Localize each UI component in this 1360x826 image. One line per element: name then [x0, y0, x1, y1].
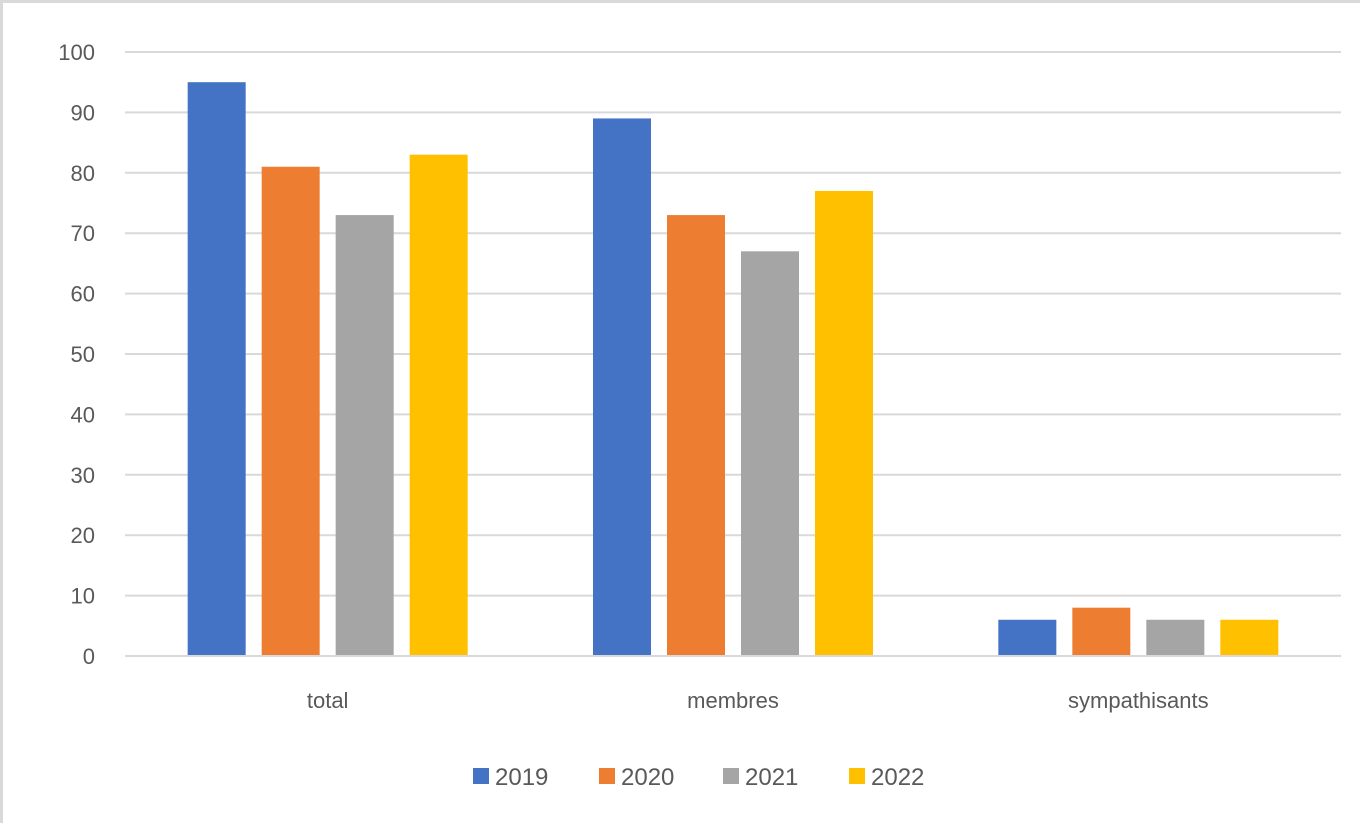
category-labels: total membres sympathisants	[307, 688, 1209, 713]
bar-total-2021	[335, 215, 394, 656]
y-tick-label: 40	[71, 402, 95, 427]
bar-membres-2019	[593, 118, 651, 656]
bar-membres-2022	[815, 190, 873, 657]
bars	[187, 82, 1279, 657]
bar-chart: 0 10 20 30 40 50 60 70 80 90 100 total membres sympa…	[58, 40, 1341, 791]
y-tick-label: 30	[71, 463, 95, 488]
y-tick-label: 90	[71, 100, 95, 125]
y-tick-label: 70	[71, 221, 95, 246]
category-label-membres: membres	[687, 688, 779, 713]
legend-swatch-2022	[849, 768, 865, 784]
y-tick-label: 80	[71, 161, 95, 186]
y-tick-label: 100	[58, 40, 95, 65]
y-tick-label: 60	[71, 282, 95, 307]
category-label-total: total	[307, 688, 349, 713]
y-tick-label: 50	[71, 342, 95, 367]
category-label-sympathisants: sympathisants	[1068, 688, 1209, 713]
bar-sympathisants-2022	[1220, 619, 1279, 656]
legend-swatch-2019	[473, 768, 489, 784]
y-axis-ticks: 0 10 20 30 40 50 60 70 80 90 100	[58, 40, 95, 669]
y-tick-label: 20	[71, 523, 95, 548]
bar-sympathisants-2019	[998, 619, 1057, 656]
gridlines	[125, 51, 1341, 597]
bar-sympathisants-2021	[1146, 619, 1205, 656]
bar-sympathisants-2020	[1072, 607, 1131, 656]
bar-membres-2020	[667, 215, 725, 656]
legend-label-2022: 2022	[871, 764, 924, 791]
legend-label-2019: 2019	[495, 764, 548, 791]
y-tick-label: 10	[71, 584, 95, 609]
bar-total-2019	[187, 82, 246, 656]
legend-swatch-2021	[723, 768, 739, 784]
y-tick-label: 0	[83, 644, 95, 669]
legend-swatch-2020	[599, 768, 615, 784]
legend-label-2020: 2020	[621, 764, 674, 791]
bar-total-2020	[261, 166, 320, 656]
bar-total-2022	[409, 154, 468, 656]
bar-membres-2021	[741, 251, 799, 656]
legend-label-2021: 2021	[745, 764, 798, 791]
legend: 2019 2020 2021 2022	[473, 764, 924, 791]
